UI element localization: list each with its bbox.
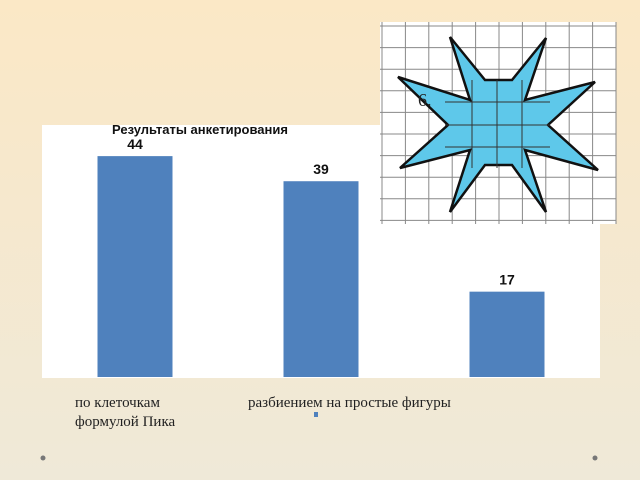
x-tick-label: формулой Пика: [75, 414, 176, 430]
nav-dot[interactable]: [592, 455, 598, 461]
x-tick-label: по клеточкам: [75, 395, 160, 411]
nav-dot[interactable]: [40, 455, 46, 461]
legend-marker: [314, 412, 318, 417]
bar: [97, 156, 173, 377]
x-tick-label: разбиением на простые фигуры: [248, 395, 451, 411]
picture-label: 6.: [418, 90, 432, 110]
bar: [469, 291, 545, 377]
data-label: 17: [499, 272, 515, 288]
bar: [283, 181, 359, 377]
data-label: 44: [127, 136, 143, 152]
star-picture: 6.: [380, 22, 617, 224]
data-label: 39: [313, 161, 329, 177]
chart-title: Результаты анкетирования: [112, 122, 288, 137]
